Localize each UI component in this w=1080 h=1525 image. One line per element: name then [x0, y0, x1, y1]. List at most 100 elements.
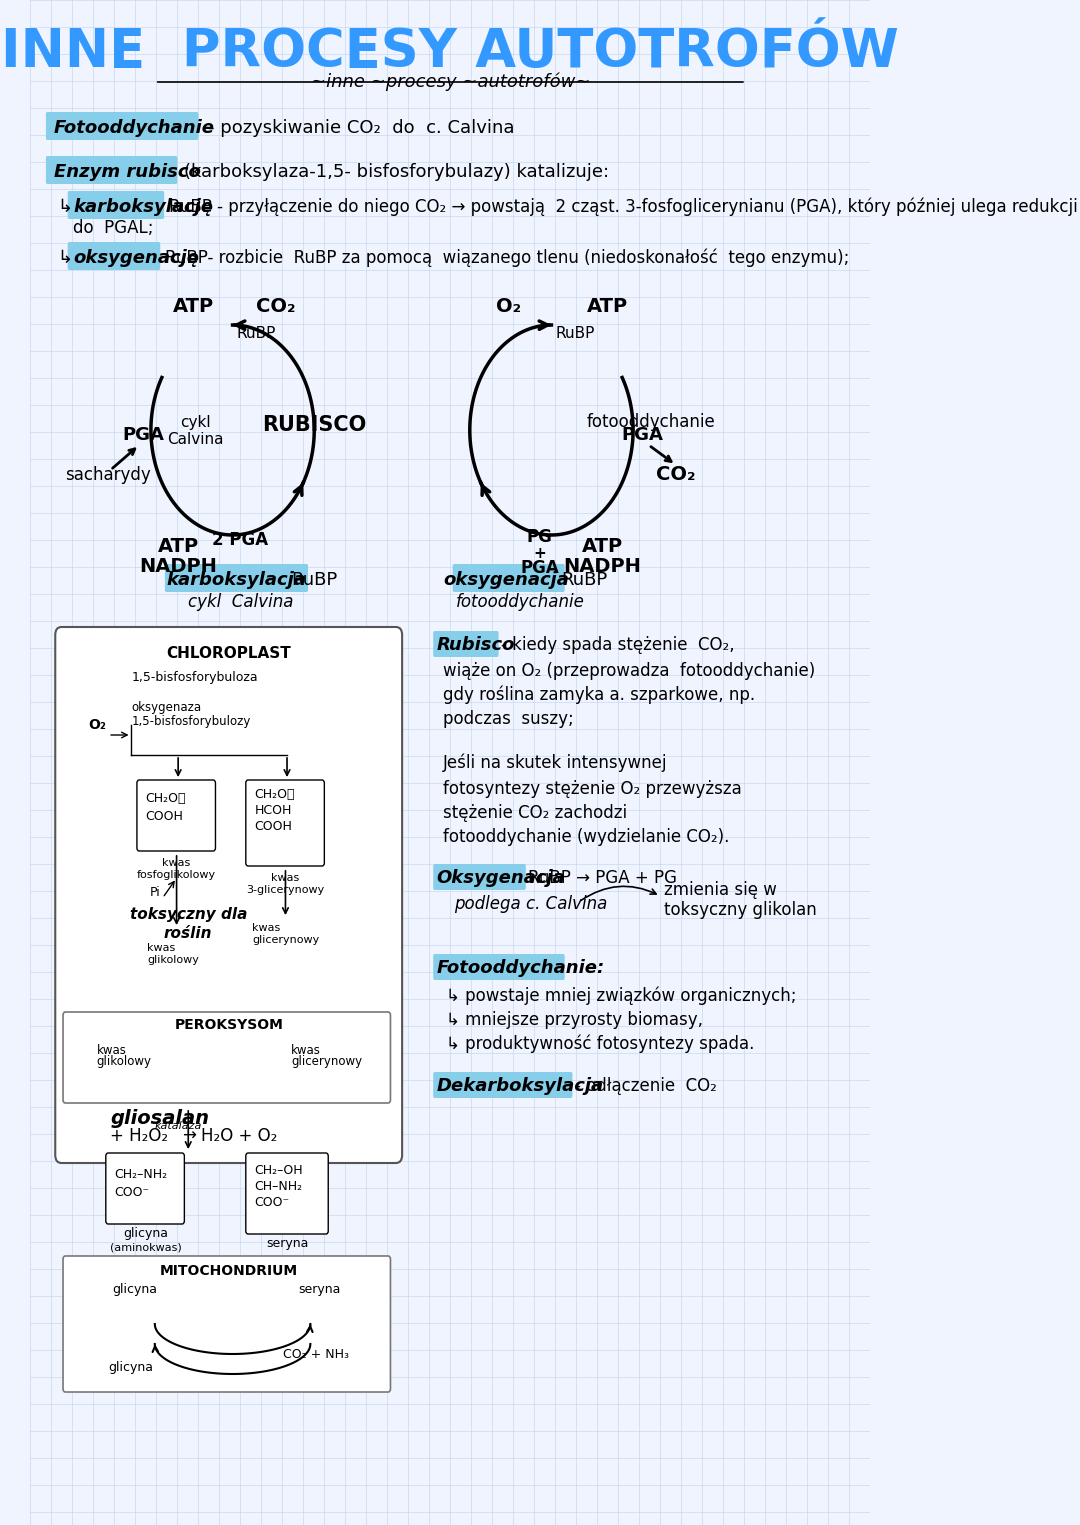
Text: seryna: seryna — [299, 1283, 341, 1296]
Text: PGA: PGA — [521, 560, 559, 576]
Text: RuBP: RuBP — [237, 325, 275, 340]
Text: katalaza: katalaza — [154, 1121, 202, 1132]
FancyBboxPatch shape — [165, 564, 308, 592]
Text: 1,5-bisfosforybulozy: 1,5-bisfosforybulozy — [132, 715, 251, 727]
Text: Jeśli na skutek intensywnej: Jeśli na skutek intensywnej — [443, 753, 667, 772]
Text: HCOH: HCOH — [255, 805, 292, 817]
Text: ↳: ↳ — [57, 249, 72, 267]
Text: - odłączenie  CO₂: - odłączenie CO₂ — [575, 1077, 717, 1095]
Text: Dekarboksylacja: Dekarboksylacja — [436, 1077, 604, 1095]
Text: CH–NH₂: CH–NH₂ — [255, 1179, 302, 1193]
Text: cykl: cykl — [180, 415, 211, 430]
Text: fotooddychanie: fotooddychanie — [586, 413, 715, 432]
Text: kwas: kwas — [291, 1043, 321, 1057]
Text: 3-glicerynowy: 3-glicerynowy — [246, 884, 325, 895]
Text: roślin: roślin — [164, 926, 213, 941]
Text: - kiedy spada stężenie  CO₂,: - kiedy spada stężenie CO₂, — [501, 636, 734, 654]
Text: kwas: kwas — [252, 923, 281, 933]
Text: RUBISCO: RUBISCO — [262, 415, 366, 435]
Text: stężenie CO₂ zachodzi: stężenie CO₂ zachodzi — [443, 804, 626, 822]
Text: ATP: ATP — [158, 537, 199, 557]
Text: glikolowy: glikolowy — [96, 1055, 151, 1069]
Text: COOH: COOH — [255, 820, 293, 834]
Text: O₂: O₂ — [89, 718, 107, 732]
Text: glikolowy: glikolowy — [147, 955, 199, 965]
Text: COO⁻: COO⁻ — [114, 1185, 149, 1199]
Text: RuBP: RuBP — [561, 570, 607, 589]
Text: wiąże on O₂ (przeprowadza  fotooddychanie): wiąże on O₂ (przeprowadza fotooddychanie… — [443, 662, 814, 680]
Text: ↳ produktywność fotosyntezy spada.: ↳ produktywność fotosyntezy spada. — [446, 1035, 755, 1054]
Text: gdy roślina zamyka a. szparkowe, np.: gdy roślina zamyka a. szparkowe, np. — [443, 686, 755, 705]
FancyBboxPatch shape — [63, 1013, 391, 1103]
FancyBboxPatch shape — [106, 1153, 185, 1225]
Text: Calvina: Calvina — [167, 433, 224, 447]
Text: oksygenację: oksygenację — [73, 249, 199, 267]
Text: glicerynowy: glicerynowy — [252, 935, 320, 945]
Text: ATP: ATP — [173, 297, 214, 317]
Text: cykl  Calvina: cykl Calvina — [188, 593, 293, 612]
Text: kwas: kwas — [147, 942, 175, 953]
Text: Oksygenacja: Oksygenacja — [436, 869, 565, 888]
FancyBboxPatch shape — [433, 631, 499, 657]
Text: ↳: ↳ — [57, 198, 72, 217]
Text: sacharydy: sacharydy — [65, 467, 151, 483]
Text: RuBP: RuBP — [292, 570, 337, 589]
Text: karboksylacja: karboksylacja — [166, 570, 307, 589]
Text: (aminokwas): (aminokwas) — [109, 1241, 181, 1252]
FancyBboxPatch shape — [46, 156, 177, 185]
Text: glicyna: glicyna — [108, 1360, 153, 1374]
Text: COO⁻: COO⁻ — [255, 1196, 289, 1208]
FancyBboxPatch shape — [46, 111, 199, 140]
Text: glicyna: glicyna — [123, 1228, 168, 1240]
Text: podlega c. Calvina: podlega c. Calvina — [455, 895, 608, 913]
Text: oksygenacja: oksygenacja — [444, 570, 569, 589]
Text: RuBP - przyłączenie do niego CO₂ → powstają  2 cząst. 3-fosfoglicerynianu (PGA),: RuBP - przyłączenie do niego CO₂ → powst… — [168, 198, 1078, 217]
Text: CH₂Oⓟ: CH₂Oⓟ — [146, 791, 186, 805]
Text: Pi: Pi — [149, 886, 160, 900]
Text: CO₂: CO₂ — [657, 465, 696, 485]
Text: RuBP- rozbicie  RuBP za pomocą  wiązanego tlenu (niedoskonałość  tego enzymu);: RuBP- rozbicie RuBP za pomocą wiązanego … — [165, 249, 849, 267]
Text: Rubisco: Rubisco — [436, 636, 515, 654]
Text: ATP: ATP — [586, 297, 627, 317]
Text: kwas: kwas — [271, 872, 299, 883]
Text: zmienia się w: zmienia się w — [664, 881, 778, 900]
Text: do  PGAL;: do PGAL; — [73, 220, 153, 236]
Text: 1,5-bisfosforybuloza: 1,5-bisfosforybuloza — [132, 671, 258, 683]
Text: ~inne ~procesy ~autotrofów~: ~inne ~procesy ~autotrofów~ — [311, 73, 590, 92]
Text: COOH: COOH — [146, 810, 184, 822]
Text: CH₂Oⓟ: CH₂Oⓟ — [255, 788, 295, 802]
Text: PG: PG — [527, 528, 553, 546]
Text: H₂O + O₂: H₂O + O₂ — [202, 1127, 278, 1145]
Text: ↳ powstaje mniej związków organicznych;: ↳ powstaje mniej związków organicznych; — [446, 987, 797, 1005]
Text: PEROKSYSOM: PEROKSYSOM — [174, 1019, 283, 1032]
Text: ↳ mniejsze przyrosty biomasy,: ↳ mniejsze przyrosty biomasy, — [446, 1011, 703, 1029]
Text: CH₂–NH₂: CH₂–NH₂ — [114, 1168, 167, 1180]
Text: CO₂: CO₂ — [256, 297, 295, 317]
FancyBboxPatch shape — [137, 779, 216, 851]
Text: NADPH: NADPH — [563, 558, 640, 576]
Text: +: + — [534, 546, 546, 561]
FancyBboxPatch shape — [433, 955, 565, 981]
FancyBboxPatch shape — [63, 1257, 391, 1392]
FancyBboxPatch shape — [68, 191, 164, 220]
Text: + H₂O₂: + H₂O₂ — [110, 1127, 168, 1145]
Text: 2 PGA: 2 PGA — [213, 531, 269, 549]
Text: MITOCHONDRIUM: MITOCHONDRIUM — [160, 1264, 298, 1278]
FancyBboxPatch shape — [246, 779, 324, 866]
Text: - pozyskiwanie CO₂  do  c. Calvina: - pozyskiwanie CO₂ do c. Calvina — [207, 119, 514, 137]
Text: toksyczny glikolan: toksyczny glikolan — [664, 901, 816, 920]
FancyBboxPatch shape — [453, 564, 565, 592]
Text: oksygenaza: oksygenaza — [132, 700, 202, 714]
Text: ATP: ATP — [581, 537, 622, 557]
Text: podczas  suszy;: podczas suszy; — [443, 711, 573, 727]
Text: RuBP → PGA + PG: RuBP → PGA + PG — [528, 869, 677, 888]
Text: glicerynowy: glicerynowy — [291, 1055, 362, 1069]
Text: fotooddychanie: fotooddychanie — [456, 593, 584, 612]
Text: karboksylację: karboksylację — [73, 198, 213, 217]
Text: Enzym rubisco: Enzym rubisco — [54, 163, 201, 181]
Text: (karboksylaza-1,5- bisfosforybulazy) katalizuje:: (karboksylaza-1,5- bisfosforybulazy) kat… — [185, 163, 609, 181]
Text: Fotooddychanie: Fotooddychanie — [54, 119, 215, 137]
Text: NADPH: NADPH — [139, 558, 217, 576]
FancyBboxPatch shape — [433, 865, 526, 891]
Text: Fotooddychanie:: Fotooddychanie: — [436, 959, 605, 978]
